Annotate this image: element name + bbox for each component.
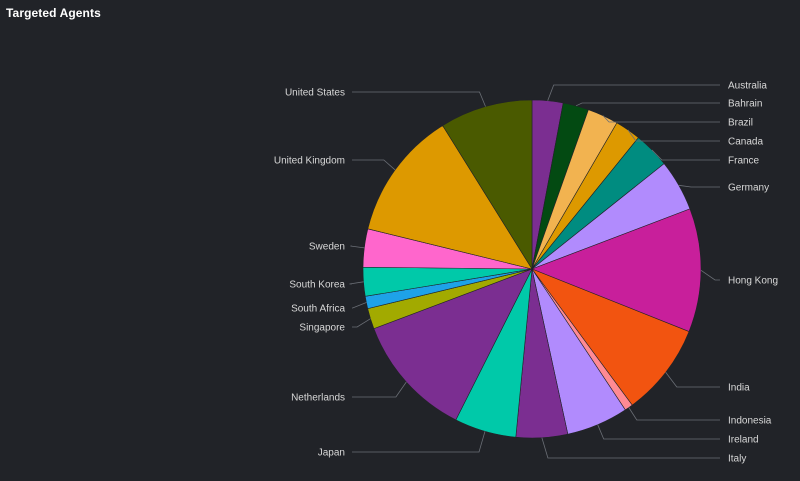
slice-label-sweden: Sweden	[309, 242, 345, 253]
slice-label-united-kingdom: United Kingdom	[274, 156, 345, 167]
leader-line-india	[665, 372, 720, 388]
pie-slice-india[interactable]	[531, 268, 690, 406]
leader-line-italy	[541, 437, 720, 459]
slice-label-indonesia: Indonesia	[728, 416, 772, 427]
slice-label-singapore: Singapore	[299, 323, 345, 334]
slice-label-south-africa: South Africa	[291, 304, 345, 315]
slice-label-netherlands: Netherlands	[291, 393, 345, 404]
slice-label-brazil: Brazil	[728, 118, 753, 129]
leader-line-south-korea	[349, 281, 364, 285]
leader-line-bahrain	[575, 102, 720, 107]
leader-line-south-africa	[352, 302, 367, 309]
slice-label-canada: Canada	[728, 137, 763, 148]
leader-line-united-states	[352, 91, 486, 107]
slice-label-india: India	[728, 383, 750, 394]
leader-line-australia	[547, 84, 720, 101]
leader-line-germany	[678, 184, 720, 188]
leader-line-united-kingdom	[352, 159, 396, 171]
leader-line-canada	[627, 129, 720, 142]
pie-slice-united-states[interactable]	[442, 99, 533, 271]
leader-line-indonesia	[628, 407, 720, 421]
slice-label-hong-kong: Hong Kong	[728, 276, 778, 287]
slice-label-italy: Italy	[728, 454, 746, 465]
slice-label-ireland: Ireland	[728, 435, 759, 446]
leader-line-ireland	[597, 424, 720, 440]
slice-label-japan: Japan	[318, 448, 345, 459]
panel-title: Targeted Agents	[6, 6, 101, 20]
slice-label-united-states: United States	[285, 88, 345, 99]
leader-line-brazil	[602, 115, 720, 123]
leader-line-france	[651, 149, 720, 161]
slice-label-france: France	[728, 156, 760, 167]
leader-line-hong-kong	[700, 269, 720, 281]
slice-label-germany: Germany	[728, 183, 769, 194]
pie-slice-united-kingdom[interactable]	[367, 125, 533, 270]
leader-line-netherlands	[352, 381, 407, 398]
slice-label-australia: Australia	[728, 81, 767, 92]
leader-line-japan	[352, 431, 486, 453]
slice-label-south-korea: South Korea	[289, 280, 345, 291]
pie-slice-netherlands[interactable]	[373, 268, 533, 421]
slice-label-bahrain: Bahrain	[728, 99, 762, 110]
leader-line-singapore	[352, 318, 371, 328]
leader-line-sweden	[350, 245, 365, 249]
